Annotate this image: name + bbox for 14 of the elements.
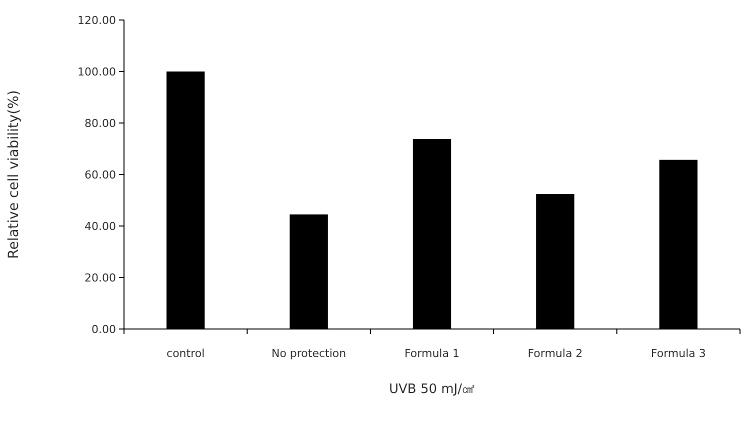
y-tick-label: 100.00: [78, 66, 116, 78]
y-tick-label: 40.00: [84, 220, 116, 233]
y-tick-label: 80.00: [84, 117, 116, 130]
y-tick-label: 20.00: [84, 272, 116, 284]
x-tick-label: Formula 1: [404, 347, 460, 360]
y-axis-title: Relative cell viability(%): [6, 90, 22, 259]
x-tick-label: Formula 3: [650, 347, 706, 360]
y-tick-label: 120.00: [78, 14, 116, 27]
x-tick-label: Formula 2: [528, 347, 583, 360]
y-tick-label: 60.00: [84, 168, 116, 182]
y-tick-label: 0.00: [92, 323, 116, 336]
x-tick-label: No protection: [271, 347, 346, 360]
x-axis-title: UVB 50 mJ/㎠: [388, 382, 476, 397]
x-tick-label: control: [166, 347, 205, 360]
